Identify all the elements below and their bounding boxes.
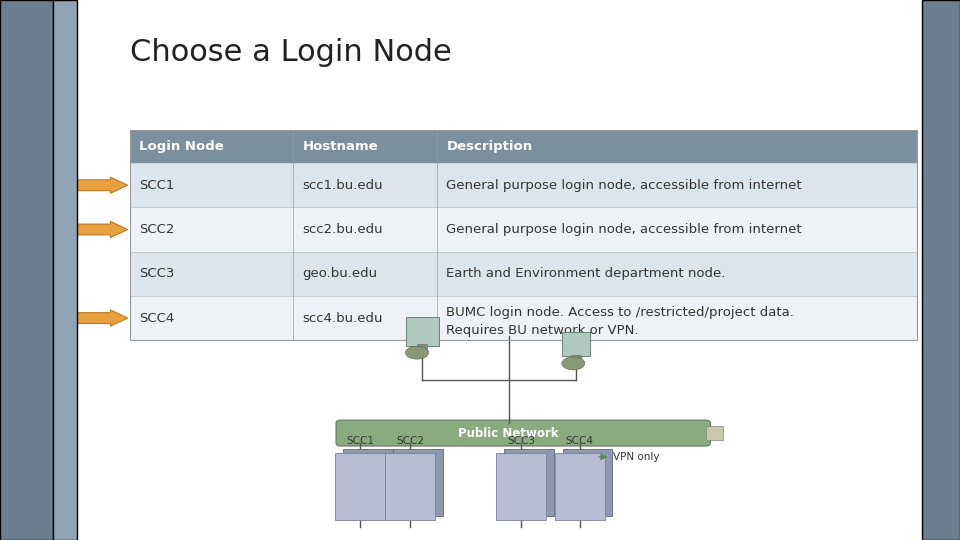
Text: VPN only: VPN only [613,452,660,462]
Bar [130,296,917,340]
Text: BUMC login node. Access to /restricted/project data.
Requires BU network or VPN.: BUMC login node. Access to /restricted/p… [446,306,794,337]
Bar [130,207,917,252]
Bar [130,163,917,207]
Bar [130,130,917,163]
Text: Hostname: Hostname [302,140,378,153]
FancyBboxPatch shape [496,453,546,520]
Text: Choose a Login Node: Choose a Login Node [130,38,451,67]
Text: Login Node: Login Node [139,140,224,153]
Text: geo.bu.edu: geo.bu.edu [302,267,377,280]
FancyBboxPatch shape [563,449,612,516]
FancyBboxPatch shape [562,333,589,356]
FancyArrow shape [72,177,128,193]
Text: SCC3: SCC3 [139,267,175,280]
FancyBboxPatch shape [405,316,439,346]
FancyBboxPatch shape [343,449,393,516]
Circle shape [562,357,585,370]
FancyBboxPatch shape [336,420,710,446]
Bar [130,252,917,296]
Text: SCC4: SCC4 [565,436,594,446]
Text: Public Network: Public Network [458,427,559,440]
Bar [418,344,427,353]
FancyArrow shape [72,221,128,238]
Text: Earth and Environment department node.: Earth and Environment department node. [446,267,726,280]
Bar [130,130,917,340]
FancyArrow shape [72,310,128,326]
Text: scc2.bu.edu: scc2.bu.edu [302,223,383,236]
Text: SCC3: SCC3 [507,436,536,446]
FancyBboxPatch shape [555,453,605,520]
Text: General purpose login node, accessible from internet: General purpose login node, accessible f… [446,179,802,192]
FancyBboxPatch shape [393,449,443,516]
Bar [571,355,581,363]
FancyBboxPatch shape [504,449,554,516]
Bar [706,426,723,440]
Circle shape [405,346,428,359]
FancyBboxPatch shape [385,453,435,520]
FancyBboxPatch shape [335,453,385,520]
Text: General purpose login node, accessible from internet: General purpose login node, accessible f… [446,223,802,236]
Text: SCC4: SCC4 [139,312,175,325]
Text: SCC2: SCC2 [139,223,175,236]
Text: SCC1: SCC1 [346,436,374,446]
Text: SCC2: SCC2 [396,436,424,446]
Text: SCC1: SCC1 [139,179,175,192]
Text: Description: Description [446,140,533,153]
Text: scc1.bu.edu: scc1.bu.edu [302,179,383,192]
Text: scc4.bu.edu: scc4.bu.edu [302,312,383,325]
